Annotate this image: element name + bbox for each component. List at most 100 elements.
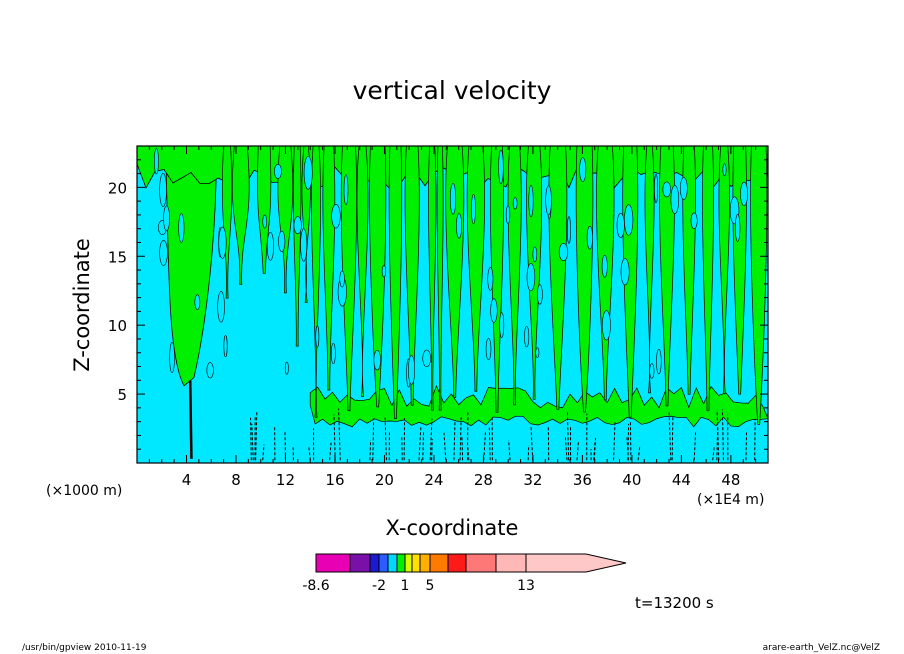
downdraft-cell-50 (373, 349, 381, 371)
colorbar-segment-13 (525, 553, 627, 573)
ground-contour-32 (613, 421, 616, 461)
plume-4 (293, 146, 302, 347)
ground-contour-38 (372, 418, 375, 461)
x-axis-unit-left: (×1000 m) (46, 483, 123, 499)
ground-contour-49 (250, 417, 252, 461)
plot-frame (136, 145, 769, 464)
ground-contour-58 (459, 415, 462, 461)
plume-14 (436, 146, 444, 411)
colorbar-segment-8 (419, 553, 431, 573)
downdraft-cell-49 (223, 335, 228, 358)
downdraft-cell-4 (579, 157, 587, 183)
plume-18 (507, 146, 522, 406)
x-axis-label: X-coordinate (385, 516, 519, 540)
colorbar-segment-12 (495, 553, 527, 573)
x-tick-label-28: 28 (474, 471, 493, 489)
downdraft-cell-20 (456, 213, 463, 239)
ground-contour-11 (255, 411, 258, 461)
ground-contour-45 (716, 425, 719, 461)
downdraft-cell-23 (586, 225, 593, 250)
downdraft-cell-24 (381, 265, 387, 278)
ground-contour-39 (593, 441, 596, 461)
downdraft-cell-62 (567, 216, 571, 244)
x-tick-label-4: 4 (182, 471, 192, 489)
ground-contour-53 (712, 446, 715, 461)
plume-2 (257, 146, 272, 274)
downdraft-cell-48 (537, 284, 543, 305)
downdraft-cell-3 (505, 205, 511, 224)
downdraft-cell-11 (449, 183, 457, 215)
x-tick-label-20: 20 (375, 471, 394, 489)
ground-contour-54 (629, 420, 632, 461)
downdraft-cell-59 (471, 194, 476, 225)
updraft-plume (165, 146, 217, 387)
downdraft-cell-65 (159, 173, 167, 208)
downdraft-cell-15 (303, 156, 313, 190)
chart-title: vertical velocity (352, 76, 552, 105)
downdraft-cell-58 (690, 212, 698, 229)
ground-contour-26 (418, 426, 422, 461)
downdraft-cell-32 (339, 270, 345, 288)
updraft-core (188, 380, 193, 459)
downdraft-cell-69 (656, 348, 662, 375)
plume-12 (404, 146, 420, 406)
ground-contour-46 (576, 441, 579, 461)
y-tick-label-15: 15 (108, 248, 127, 266)
x-tick-label-8: 8 (231, 471, 241, 489)
downdraft-cell-26 (535, 347, 540, 358)
ground-contour-43 (429, 418, 433, 461)
downdraft-cell-42 (601, 254, 608, 278)
footer-program-date: /usr/bin/gpview 2010-11-19 (22, 643, 147, 653)
colorbar-segment-11 (465, 553, 497, 573)
colorbar-segment-1 (349, 553, 371, 573)
ground-contour-12 (637, 446, 641, 461)
downdraft-cell-68 (408, 355, 416, 385)
x-tick-label-16: 16 (325, 471, 344, 489)
colorbar-label-5: 5 (426, 578, 435, 594)
ground-contour-24 (527, 444, 530, 461)
downdraft-cell-5 (616, 212, 625, 238)
downdraft-cell-22 (512, 197, 518, 210)
downdraft-cell-47 (217, 290, 225, 323)
colorbar-segment-5 (396, 553, 406, 573)
colorbar-segment-4 (387, 553, 398, 573)
plume-13 (428, 146, 437, 411)
downdraft-cell-40 (662, 181, 672, 198)
downdraft-cell-12 (624, 204, 634, 236)
plume-28 (718, 146, 730, 394)
downdraft-cell-34 (670, 185, 680, 214)
downdraft-cell-7 (499, 312, 505, 338)
downdraft-cell-6 (206, 362, 214, 379)
downdraft-cell-29 (153, 148, 159, 175)
colorbar-segment-2 (369, 553, 380, 573)
plume-9 (356, 146, 369, 397)
downdraft-cell-16 (315, 325, 320, 348)
colorbar-segment-9 (429, 553, 449, 573)
downdraft-cell-37 (545, 185, 552, 216)
plume-15 (445, 146, 465, 398)
plume-21 (575, 146, 594, 413)
downdraft-cell-14 (722, 163, 727, 176)
downdraft-cell-67 (524, 325, 530, 348)
x-tick-label-32: 32 (523, 471, 542, 489)
lower-field-band (309, 384, 768, 428)
downdraft-cell-36 (343, 174, 349, 206)
y-tick-label-20: 20 (108, 179, 127, 197)
plume-30 (750, 146, 768, 425)
downdraft-cell-55 (218, 226, 227, 259)
ground-contour-6 (564, 437, 568, 461)
plume-27 (702, 146, 714, 412)
colorbar-label-1: 1 (401, 578, 410, 594)
plume-20 (548, 146, 568, 410)
ground-contour-50 (530, 426, 534, 461)
colorbar-label-13: 13 (517, 578, 535, 594)
downdraft-cell-52 (330, 342, 336, 365)
x-tick-label-40: 40 (622, 471, 641, 489)
downdraft-cell-39 (159, 240, 168, 266)
ground-contour-8 (369, 440, 372, 461)
ground-contour-37 (431, 439, 433, 461)
plume-25 (659, 146, 675, 407)
colorbar-segment-7 (411, 553, 421, 573)
